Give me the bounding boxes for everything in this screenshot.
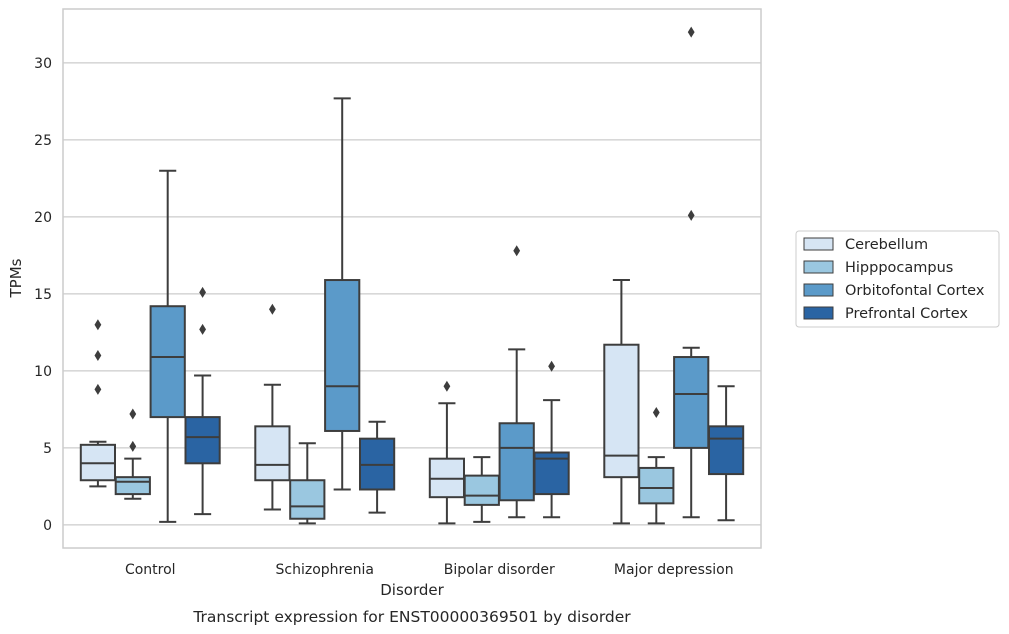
box-group bbox=[603, 279, 640, 525]
box-group bbox=[289, 442, 326, 525]
box-group bbox=[149, 169, 186, 523]
outlier-point bbox=[548, 360, 555, 372]
box-group bbox=[358, 420, 396, 514]
y-tick-label: 20 bbox=[34, 210, 52, 226]
box bbox=[463, 474, 500, 506]
legend-swatch bbox=[803, 283, 834, 297]
box bbox=[603, 343, 640, 479]
outlier-point bbox=[652, 406, 660, 418]
y-tick-labels: 0 5 10 15 20 25 30 bbox=[34, 56, 52, 534]
x-tick-label: Bipolar disorder bbox=[444, 562, 555, 578]
chart-caption: Transcript expression for ENST0000036950… bbox=[192, 608, 631, 626]
outlier-point bbox=[687, 209, 695, 221]
legend-label: Prefrontal Cortex bbox=[845, 306, 968, 322]
box-group bbox=[533, 360, 570, 519]
outlier-point bbox=[129, 408, 137, 420]
outlier-point bbox=[199, 323, 206, 335]
box-group bbox=[79, 319, 117, 488]
y-tick-label: 30 bbox=[34, 56, 52, 72]
y-axis-title: TPMs bbox=[7, 258, 25, 298]
legend-label: Cerebellum bbox=[845, 237, 928, 253]
y-tick-label: 15 bbox=[34, 287, 52, 303]
box-group bbox=[498, 245, 535, 519]
legend-items: Cerebellum Hipppocampus Orbitofontal Corte… bbox=[803, 237, 985, 322]
box-group bbox=[184, 286, 221, 516]
outlier-point bbox=[443, 380, 451, 392]
outlier-point bbox=[269, 303, 276, 315]
x-tick-label: Schizophrenia bbox=[276, 562, 374, 578]
outlier-point bbox=[94, 383, 102, 395]
outlier-point bbox=[94, 319, 102, 331]
x-tick-label: Major depression bbox=[614, 562, 734, 578]
box bbox=[638, 466, 675, 505]
x-tick-labels: Control Schizophrenia Bipolar disorder Majo… bbox=[125, 562, 734, 578]
legend-swatch bbox=[803, 260, 834, 274]
box-group bbox=[324, 97, 361, 491]
box-plot-series bbox=[79, 26, 745, 525]
box bbox=[184, 416, 221, 465]
legend-label: Hipppocampus bbox=[845, 260, 953, 276]
outlier-point bbox=[687, 26, 695, 38]
box bbox=[707, 425, 745, 476]
box-group bbox=[114, 408, 151, 500]
outlier-point bbox=[94, 350, 102, 361]
box bbox=[254, 425, 291, 482]
box-group bbox=[254, 303, 291, 511]
y-tick-label: 5 bbox=[43, 441, 52, 457]
outlier-point bbox=[513, 245, 521, 257]
y-tick-label: 10 bbox=[34, 364, 52, 380]
box bbox=[149, 305, 186, 419]
box bbox=[289, 479, 326, 520]
outlier-point bbox=[129, 440, 137, 452]
legend-label: Orbitofontal Cortex bbox=[845, 283, 985, 299]
box bbox=[673, 356, 710, 449]
legend: Cerebellum Hipppocampus Orbitofontal Corte… bbox=[795, 230, 1000, 328]
legend-swatch bbox=[803, 306, 834, 320]
outlier-point bbox=[199, 286, 206, 298]
box-group bbox=[638, 406, 675, 525]
x-axis-title: Disorder bbox=[380, 581, 444, 599]
y-tick-label: 0 bbox=[43, 518, 52, 534]
box-group bbox=[463, 456, 500, 523]
plot-frame bbox=[62, 8, 762, 549]
x-tick-label: Control bbox=[125, 562, 176, 578]
legend-swatch bbox=[803, 237, 834, 251]
box bbox=[324, 279, 361, 432]
y-tick-label: 25 bbox=[34, 133, 52, 149]
box bbox=[114, 476, 151, 496]
box-group bbox=[707, 385, 745, 522]
box bbox=[498, 422, 535, 502]
legend-frame bbox=[795, 230, 1000, 328]
box-group bbox=[673, 26, 710, 519]
